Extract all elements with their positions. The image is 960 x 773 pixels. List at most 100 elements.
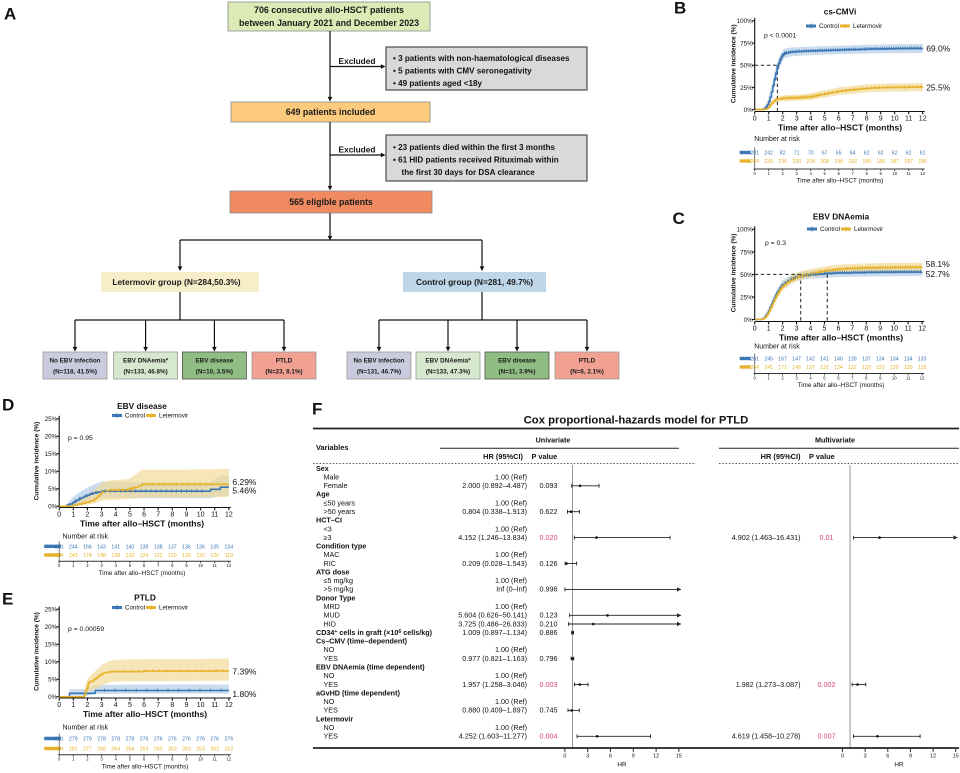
svg-text:120: 120 bbox=[182, 553, 191, 559]
svg-text:Number at risk: Number at risk bbox=[754, 136, 800, 143]
svg-text:0.093: 0.093 bbox=[540, 481, 558, 490]
svg-text:(N=6, 2.1%): (N=6, 2.1%) bbox=[570, 368, 604, 375]
svg-text:276: 276 bbox=[182, 737, 191, 743]
svg-text:EBV DNAemia*: EBV DNAemia* bbox=[425, 357, 471, 364]
svg-text:10: 10 bbox=[890, 326, 898, 333]
svg-text:Time after allo–HSCT (months): Time after allo–HSCT (months) bbox=[797, 178, 884, 185]
svg-text:Female: Female bbox=[324, 481, 348, 490]
svg-text:3: 3 bbox=[100, 702, 104, 709]
svg-text:Time after allo–HSCT (months): Time after allo–HSCT (months) bbox=[83, 709, 207, 719]
svg-text:120: 120 bbox=[876, 365, 885, 371]
svg-text:7: 7 bbox=[850, 326, 854, 333]
svg-text:284: 284 bbox=[750, 159, 759, 165]
svg-text:p = 0.3: p = 0.3 bbox=[765, 240, 786, 247]
svg-text:25.5%: 25.5% bbox=[926, 83, 951, 93]
svg-text:6: 6 bbox=[609, 754, 612, 760]
svg-text:EBV DNAemia (time dependent): EBV DNAemia (time dependent) bbox=[316, 662, 425, 671]
svg-text:0: 0 bbox=[753, 326, 757, 333]
svg-text:4.152 (1.246–13.834): 4.152 (1.246–13.834) bbox=[458, 533, 527, 542]
svg-text:1: 1 bbox=[72, 563, 75, 568]
svg-text:HR (95%CI): HR (95%CI) bbox=[483, 452, 523, 461]
svg-text:5: 5 bbox=[128, 512, 132, 519]
svg-text:262: 262 bbox=[210, 747, 219, 753]
svg-text:139: 139 bbox=[140, 544, 149, 550]
svg-text:E: E bbox=[2, 590, 13, 609]
svg-text:Multivariate: Multivariate bbox=[815, 436, 855, 445]
svg-text:242: 242 bbox=[764, 151, 773, 157]
svg-text:0.01: 0.01 bbox=[820, 533, 834, 542]
svg-text:p < 0.0001: p < 0.0001 bbox=[764, 33, 797, 40]
svg-text:243: 243 bbox=[69, 553, 78, 559]
svg-text:MAC: MAC bbox=[324, 550, 340, 559]
svg-text:15%: 15% bbox=[45, 642, 58, 649]
svg-text:7: 7 bbox=[157, 563, 160, 568]
svg-text:11: 11 bbox=[905, 116, 912, 123]
svg-text:120: 120 bbox=[168, 553, 177, 559]
svg-text:(N=131, 46.7%): (N=131, 46.7%) bbox=[357, 368, 401, 375]
svg-text:139: 139 bbox=[848, 357, 857, 363]
svg-text:≥3: ≥3 bbox=[324, 533, 332, 542]
svg-text:0: 0 bbox=[754, 375, 757, 380]
svg-text:0: 0 bbox=[58, 757, 61, 762]
svg-text:the first 30 days for DSA clea: the first 30 days for DSA clearance bbox=[402, 168, 536, 177]
svg-text:120: 120 bbox=[196, 553, 205, 559]
svg-text:Excluded: Excluded bbox=[339, 145, 376, 155]
svg-text:171: 171 bbox=[778, 365, 787, 371]
svg-text:1.009 (0.897–1.134): 1.009 (0.897–1.134) bbox=[462, 628, 527, 637]
svg-text:244: 244 bbox=[69, 544, 78, 550]
svg-text:NO: NO bbox=[324, 671, 335, 680]
svg-text:10: 10 bbox=[891, 116, 899, 123]
svg-text:7: 7 bbox=[851, 375, 854, 380]
svg-text:224: 224 bbox=[806, 159, 815, 165]
svg-text:0.804 (0.338–1.913): 0.804 (0.338–1.913) bbox=[462, 507, 527, 516]
svg-text:0.002: 0.002 bbox=[818, 680, 836, 689]
svg-text:279: 279 bbox=[69, 737, 78, 743]
svg-text:9: 9 bbox=[879, 116, 883, 123]
svg-text:10: 10 bbox=[198, 757, 203, 762]
svg-text:1.957 (1.258–3.046): 1.957 (1.258–3.046) bbox=[462, 680, 527, 689]
svg-text:9: 9 bbox=[632, 754, 635, 760]
svg-text:9: 9 bbox=[185, 702, 189, 709]
svg-text:7: 7 bbox=[157, 757, 160, 762]
svg-text:6: 6 bbox=[142, 512, 146, 519]
svg-text:264: 264 bbox=[126, 747, 135, 753]
svg-text:A: A bbox=[4, 5, 16, 24]
svg-text:25%: 25% bbox=[740, 294, 753, 301]
svg-text:5%: 5% bbox=[48, 677, 58, 684]
svg-text:167: 167 bbox=[778, 357, 787, 363]
svg-text:2: 2 bbox=[781, 326, 785, 333]
svg-text:between January 2021 and Decem: between January 2021 and December 2023 bbox=[239, 18, 419, 28]
svg-text:15: 15 bbox=[676, 754, 682, 760]
svg-text:147: 147 bbox=[792, 357, 801, 363]
svg-text:11: 11 bbox=[906, 375, 911, 380]
svg-text:7: 7 bbox=[156, 512, 160, 519]
svg-text:2: 2 bbox=[86, 757, 89, 762]
svg-text:138: 138 bbox=[154, 544, 163, 550]
svg-text:1: 1 bbox=[71, 512, 75, 519]
svg-text:140: 140 bbox=[126, 544, 135, 550]
svg-text:0: 0 bbox=[57, 702, 61, 709]
svg-text:No EBV infection: No EBV infection bbox=[49, 357, 100, 364]
svg-text:1: 1 bbox=[767, 375, 770, 380]
svg-text:263: 263 bbox=[168, 747, 177, 753]
svg-text:ATG dose: ATG dose bbox=[316, 567, 349, 576]
svg-text:3: 3 bbox=[795, 116, 799, 123]
svg-text:Time after allo–HSCT (months): Time after allo–HSCT (months) bbox=[798, 382, 885, 389]
svg-text:134: 134 bbox=[225, 544, 234, 550]
svg-text:120: 120 bbox=[862, 365, 871, 371]
svg-text:0.004: 0.004 bbox=[540, 732, 558, 741]
svg-text:281: 281 bbox=[55, 737, 64, 743]
svg-text:cs-CMVi: cs-CMVi bbox=[824, 7, 857, 17]
svg-text:Time after allo–HSCT (months): Time after allo–HSCT (months) bbox=[80, 519, 204, 529]
svg-text:0: 0 bbox=[58, 563, 61, 568]
svg-text:7.39%: 7.39% bbox=[232, 667, 257, 677]
svg-text:0.209 (0.028–1.543): 0.209 (0.028–1.543) bbox=[462, 559, 527, 568]
svg-text:1: 1 bbox=[768, 171, 771, 176]
svg-text:4: 4 bbox=[114, 702, 118, 709]
svg-text:11: 11 bbox=[211, 702, 218, 709]
svg-text:Inf (0–Inf): Inf (0–Inf) bbox=[496, 585, 527, 594]
svg-text:12: 12 bbox=[920, 375, 925, 380]
svg-text:4.252 (1.603–11.277): 4.252 (1.603–11.277) bbox=[459, 732, 527, 741]
svg-text:8: 8 bbox=[866, 171, 869, 176]
svg-text:276: 276 bbox=[225, 737, 234, 743]
